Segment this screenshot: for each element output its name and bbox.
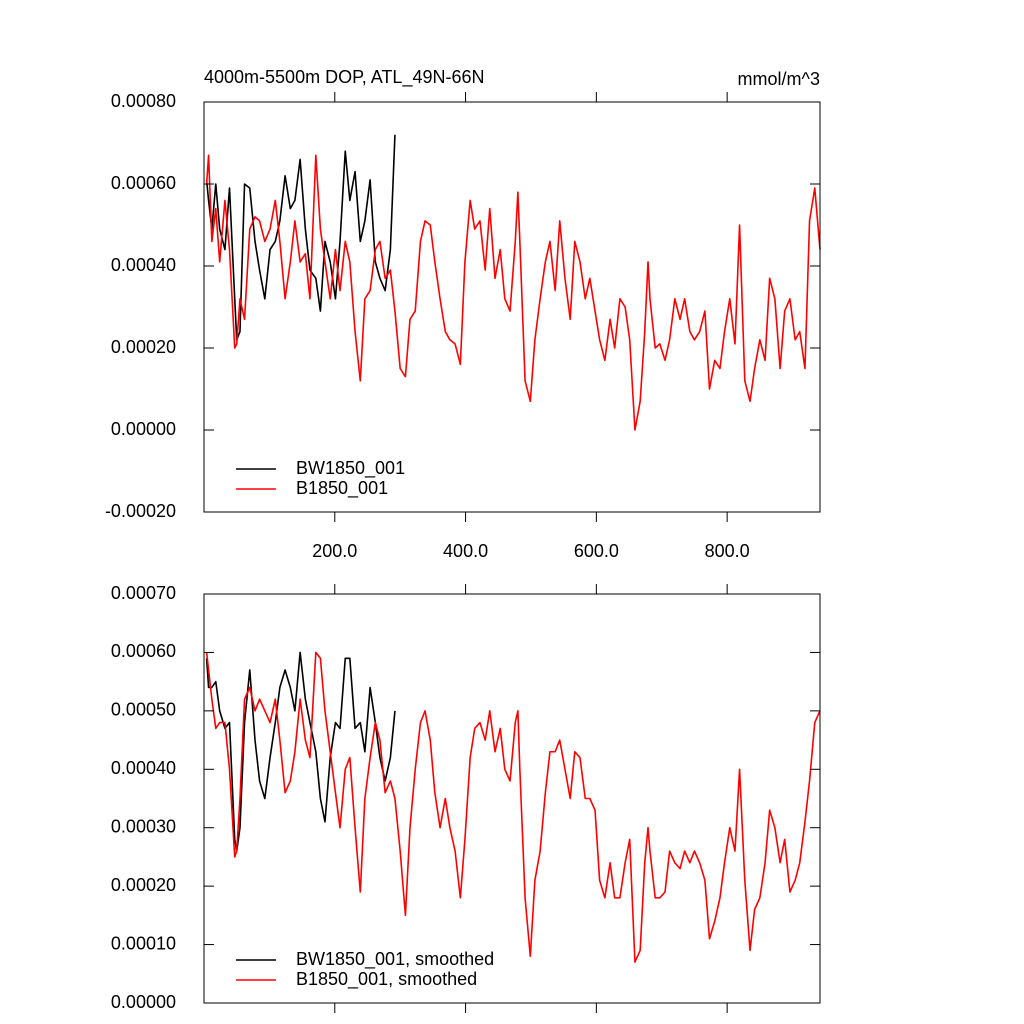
- units-label: mmol/m^3: [738, 69, 820, 89]
- legend-label: B1850_001, smoothed: [296, 969, 477, 990]
- legend-label: BW1850_001: [296, 458, 405, 479]
- x-tick-label: 400.0: [443, 541, 488, 561]
- y-tick-label: -0.00020: [105, 501, 176, 521]
- y-tick-label: 0.00020: [111, 337, 176, 357]
- y-tick-label: 0.00000: [111, 992, 176, 1012]
- legend-label: BW1850_001, smoothed: [296, 949, 494, 970]
- y-tick-label: 0.00000: [111, 419, 176, 439]
- x-tick-label: 200.0: [312, 541, 357, 561]
- y-tick-label: 0.00040: [111, 758, 176, 778]
- y-tick-label: 0.00040: [111, 255, 176, 275]
- y-tick-label: 0.00020: [111, 875, 176, 895]
- y-tick-label: 0.00060: [111, 173, 176, 193]
- y-tick-label: 0.00050: [111, 700, 176, 720]
- x-tick-label: 800.0: [705, 541, 750, 561]
- x-tick-label: 600.0: [574, 541, 619, 561]
- y-tick-label: 0.00010: [111, 933, 176, 953]
- legend-label: B1850_001: [296, 478, 388, 499]
- y-tick-label: 0.00080: [111, 91, 176, 111]
- y-tick-label: 0.00060: [111, 641, 176, 661]
- y-tick-label: 0.00030: [111, 816, 176, 836]
- series-line: [205, 651, 396, 852]
- y-tick-label: 0.00070: [111, 583, 176, 603]
- series-line: [205, 651, 821, 963]
- chart-title: 4000m-5500m DOP, ATL_49N-66N: [204, 67, 485, 88]
- series-line: [205, 154, 821, 431]
- series-line: [205, 134, 396, 341]
- plot-frame: [203, 101, 821, 513]
- plot-frame: [203, 593, 821, 1004]
